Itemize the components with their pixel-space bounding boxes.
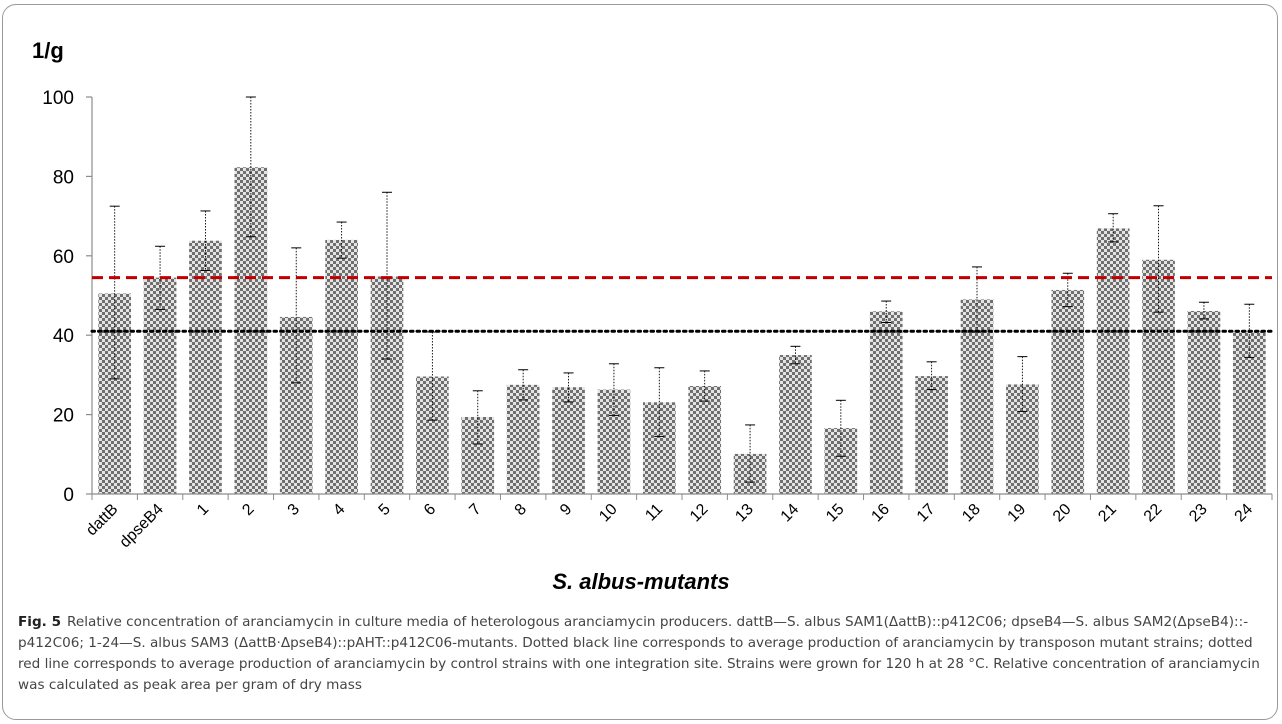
caption-text: Relative concentration of aranciamycin i…	[18, 614, 1260, 693]
x-axis-label: S. albus-mutants	[552, 569, 729, 594]
x-tick-label: 4	[330, 501, 348, 519]
x-tick-label: 8	[512, 501, 530, 519]
bar	[688, 386, 722, 494]
x-tick-label: 22	[1141, 501, 1166, 526]
bar	[779, 355, 812, 494]
x-tick-label: 16	[868, 501, 893, 526]
x-tick-label: 13	[732, 501, 757, 526]
bar	[461, 416, 495, 494]
x-tick-label: 6	[421, 501, 439, 519]
x-tick-label: 23	[1186, 501, 1211, 526]
y-tick-label: 60	[53, 247, 74, 268]
x-tick-label: 12	[687, 501, 712, 526]
y-tick-label: 20	[53, 406, 74, 427]
bar	[1187, 310, 1221, 494]
x-tick-label: 15	[823, 501, 848, 526]
x-tick-label: 11	[642, 501, 666, 525]
x-tick-label: 14	[778, 501, 803, 526]
y-tick-label: 40	[53, 326, 74, 347]
x-tick-label: 24	[1232, 501, 1257, 526]
x-tick-label: 9	[557, 501, 575, 519]
bar	[824, 428, 858, 494]
x-tick-label: 5	[376, 501, 394, 519]
y-tick-label: 0	[63, 485, 74, 506]
bar	[1051, 289, 1085, 494]
x-tick-label: dpseB4	[117, 501, 167, 551]
bar	[1006, 384, 1039, 494]
bar-chart: 1/g S. albus-mutants 0 20 40 60 80 100 dattBdp…	[32, 38, 1274, 594]
bar	[189, 240, 222, 494]
bar	[279, 316, 313, 494]
bar	[869, 311, 903, 494]
x-tick-label: 20	[1050, 501, 1075, 526]
bar	[960, 299, 994, 494]
y-axis-label: 1/g	[32, 38, 64, 63]
bar	[1096, 228, 1130, 495]
bar	[642, 402, 676, 494]
x-tick-label: 18	[959, 501, 984, 526]
x-tick-label: 3	[285, 501, 303, 519]
x-tick-label: 19	[1005, 501, 1030, 526]
bar	[370, 276, 404, 494]
bar	[1232, 330, 1266, 494]
x-tick-label: 2	[239, 501, 257, 519]
x-tick-label: 1	[194, 501, 212, 519]
y-tick-label: 80	[53, 167, 74, 188]
bar	[552, 387, 585, 494]
x-tick-label: dattB	[83, 501, 121, 539]
figure-caption: Fig. 5 Relative concentration of aranciam…	[18, 612, 1268, 696]
bar	[325, 239, 358, 494]
bar	[506, 384, 540, 494]
x-tick-label: 7	[466, 501, 484, 519]
y-tick-label: 100	[42, 88, 74, 109]
bar	[143, 277, 177, 494]
bar	[1142, 259, 1175, 494]
bar	[597, 389, 631, 494]
x-tick-label: 10	[596, 501, 621, 526]
x-tick-label: 21	[1095, 501, 1120, 526]
caption-label: Fig. 5	[18, 614, 62, 630]
bar	[915, 376, 948, 494]
bar	[416, 376, 449, 494]
x-tick-label: 17	[914, 501, 939, 526]
